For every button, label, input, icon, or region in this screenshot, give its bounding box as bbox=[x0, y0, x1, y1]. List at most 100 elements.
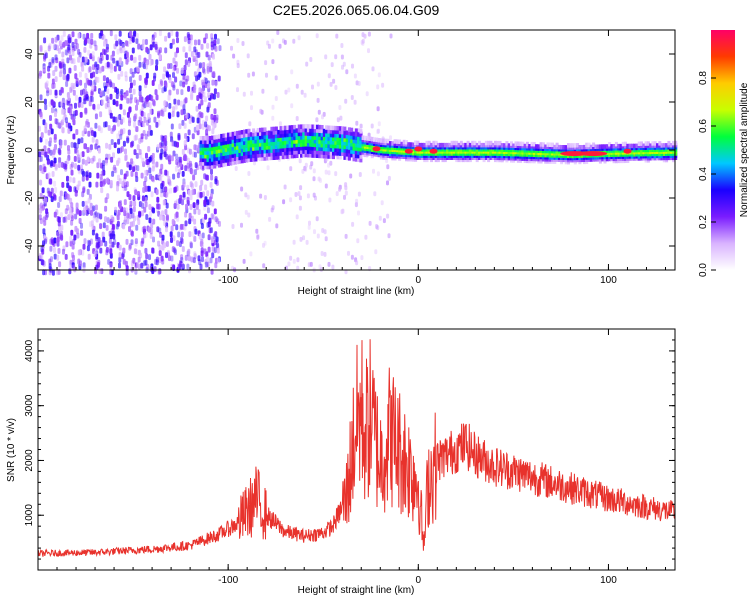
heat-cell bbox=[93, 85, 97, 92]
heat-cell bbox=[205, 174, 208, 181]
heat-cell bbox=[148, 156, 152, 163]
heat-cell bbox=[169, 131, 173, 138]
heat-cell bbox=[519, 141, 523, 147]
heat-cell bbox=[88, 240, 92, 247]
heat-cell bbox=[275, 223, 279, 229]
heat-cell bbox=[95, 216, 99, 223]
heat-cell bbox=[259, 145, 262, 151]
heat-cell bbox=[190, 183, 194, 189]
heat-cell bbox=[123, 199, 127, 206]
heat-cell bbox=[343, 148, 347, 153]
heat-cell bbox=[184, 155, 188, 162]
heat-cell bbox=[283, 39, 287, 45]
heat-cell bbox=[161, 110, 165, 117]
x-tick-label: -100 bbox=[218, 575, 238, 586]
heat-cell bbox=[141, 237, 145, 244]
heat-cell bbox=[149, 60, 153, 66]
heat-cell bbox=[256, 128, 260, 133]
heat-cell bbox=[175, 224, 179, 231]
heat-cell bbox=[197, 39, 201, 46]
heat-cell bbox=[610, 144, 614, 149]
heat-cell bbox=[83, 95, 87, 102]
heat-cell bbox=[256, 142, 260, 147]
heat-cell bbox=[119, 133, 123, 140]
heat-cell bbox=[105, 54, 109, 61]
heat-cell bbox=[155, 161, 159, 168]
heat-cell bbox=[605, 144, 609, 149]
heat-cell bbox=[649, 143, 653, 148]
heat-cell bbox=[270, 155, 274, 161]
heat-cell bbox=[302, 142, 306, 147]
heat-cell bbox=[170, 155, 174, 162]
heat-cell bbox=[88, 172, 92, 179]
heat-cell bbox=[298, 158, 302, 164]
heat-cell bbox=[382, 218, 386, 224]
heat-cell bbox=[40, 167, 44, 174]
heat-cell bbox=[274, 144, 278, 149]
heat-cell bbox=[191, 133, 195, 140]
heat-cell bbox=[214, 33, 217, 40]
heat-cell bbox=[89, 221, 92, 228]
heat-cell bbox=[210, 213, 214, 220]
heat-cell bbox=[653, 141, 657, 146]
heat-cell bbox=[201, 256, 204, 263]
heat-cell bbox=[46, 159, 50, 166]
heat-cell bbox=[304, 166, 308, 172]
heat-cell bbox=[210, 227, 213, 234]
heat-cell bbox=[350, 142, 354, 147]
heat-cell bbox=[290, 135, 294, 141]
heat-cell bbox=[290, 143, 294, 148]
heat-cell bbox=[448, 142, 452, 148]
heat-cell bbox=[213, 138, 217, 144]
heat-cell bbox=[75, 43, 79, 50]
heat-cell bbox=[98, 32, 102, 39]
heat-cell bbox=[236, 152, 240, 157]
heat-cell bbox=[194, 181, 198, 188]
heat-cell bbox=[254, 153, 258, 158]
heat-cell bbox=[298, 195, 302, 201]
heat-cell bbox=[167, 175, 171, 182]
heat-cell bbox=[195, 60, 199, 66]
heat-cell bbox=[332, 78, 336, 84]
heat-cell bbox=[315, 216, 319, 222]
heat-cell bbox=[130, 170, 134, 177]
heat-cell bbox=[72, 89, 76, 96]
heat-cell bbox=[81, 130, 85, 137]
heat-cell bbox=[215, 145, 219, 151]
heat-cell bbox=[227, 136, 230, 141]
heat-cell bbox=[77, 258, 81, 265]
heat-cell bbox=[203, 37, 207, 44]
heat-cell bbox=[478, 140, 481, 146]
heat-cell bbox=[320, 146, 324, 152]
heat-cell bbox=[159, 168, 163, 175]
heat-cell bbox=[184, 59, 188, 66]
heat-cell bbox=[288, 139, 292, 145]
heat-cell bbox=[252, 139, 256, 144]
heat-cell bbox=[338, 137, 342, 142]
heat-cell bbox=[357, 143, 361, 148]
heat-cell bbox=[134, 97, 138, 103]
heat-cell bbox=[145, 159, 149, 166]
y-tick-label: 1000 bbox=[24, 504, 35, 527]
heat-cell bbox=[162, 73, 166, 80]
heat-cell bbox=[173, 140, 177, 147]
heat-cell bbox=[143, 180, 147, 187]
heat-cell bbox=[626, 143, 630, 149]
heat-cell bbox=[211, 135, 214, 141]
heat-cell bbox=[255, 228, 259, 234]
heat-cell bbox=[159, 214, 163, 221]
heat-cell bbox=[128, 38, 132, 45]
heat-cell bbox=[73, 65, 77, 71]
heat-cell bbox=[640, 141, 643, 146]
heat-cell bbox=[105, 142, 109, 149]
heat-cell bbox=[262, 263, 266, 269]
heat-cell bbox=[313, 139, 317, 144]
heat-cell bbox=[103, 178, 107, 185]
heat-cell bbox=[297, 124, 301, 129]
heat-cell bbox=[148, 254, 151, 261]
heat-cell bbox=[353, 99, 357, 105]
heat-cell bbox=[109, 30, 113, 37]
heat-cell bbox=[200, 43, 204, 50]
heat-cell bbox=[304, 138, 308, 143]
heat-cell bbox=[230, 45, 233, 51]
